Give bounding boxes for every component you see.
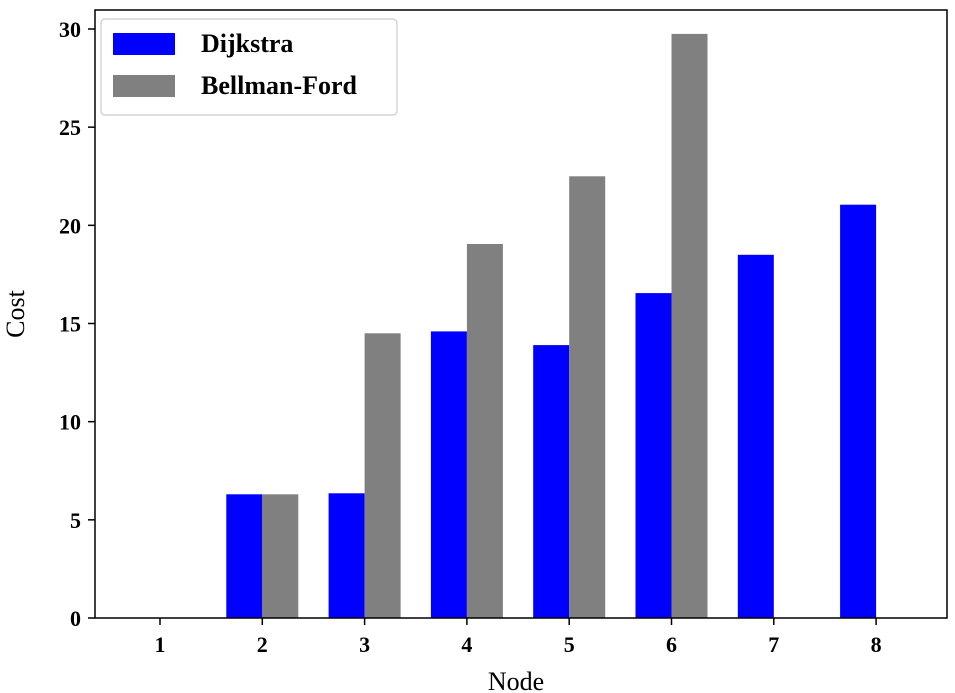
bar-dijkstra-node-8 — [840, 204, 877, 618]
x-tick-label: 1 — [155, 632, 166, 657]
legend: Dijkstra Bellman-Ford — [100, 18, 398, 116]
bar-bellman-ford-node-4 — [466, 244, 503, 618]
bar-dijkstra-node-3 — [328, 493, 365, 618]
y-axis-label: Cost — [1, 289, 30, 337]
bar-dijkstra-node-5 — [533, 345, 570, 618]
y-tick-label: 0 — [70, 606, 81, 631]
x-tick-label: 7 — [768, 632, 779, 657]
x-tick-label: 4 — [461, 632, 472, 657]
x-axis: 1 2 3 4 5 6 7 8 — [155, 618, 882, 657]
x-tick-label: 5 — [564, 632, 575, 657]
y-tick-label: 30 — [59, 17, 81, 42]
x-tick-label: 6 — [666, 632, 677, 657]
bar-dijkstra-node-6 — [635, 293, 672, 618]
x-axis-label: Node — [488, 667, 544, 693]
bar-dijkstra-node-7 — [737, 254, 774, 619]
bar-dijkstra-node-2 — [226, 494, 263, 618]
y-tick-label: 15 — [59, 312, 81, 337]
y-axis: 0 5 10 15 20 25 30 — [59, 17, 95, 631]
legend-swatch-dijkstra — [113, 33, 175, 55]
bar-bellman-ford-node-5 — [569, 176, 606, 619]
bar-bellman-ford-node-6 — [671, 33, 708, 618]
x-tick-label: 8 — [871, 632, 882, 657]
bars-group — [226, 33, 877, 619]
bar-bellman-ford-node-2 — [262, 494, 299, 618]
y-tick-label: 25 — [59, 115, 81, 140]
bar-dijkstra-node-4 — [430, 331, 467, 618]
legend-label-bellman-ford: Bellman-Ford — [201, 71, 358, 100]
x-tick-label: 2 — [257, 632, 268, 657]
x-tick-label: 3 — [359, 632, 370, 657]
plot-frame — [94, 9, 948, 619]
y-tick-label: 5 — [70, 508, 81, 533]
y-tick-label: 10 — [59, 410, 81, 435]
legend-swatch-bellman-ford — [113, 75, 175, 97]
y-tick-label: 20 — [59, 213, 81, 238]
legend-label-dijkstra: Dijkstra — [201, 29, 293, 58]
bar-bellman-ford-node-3 — [364, 333, 401, 618]
